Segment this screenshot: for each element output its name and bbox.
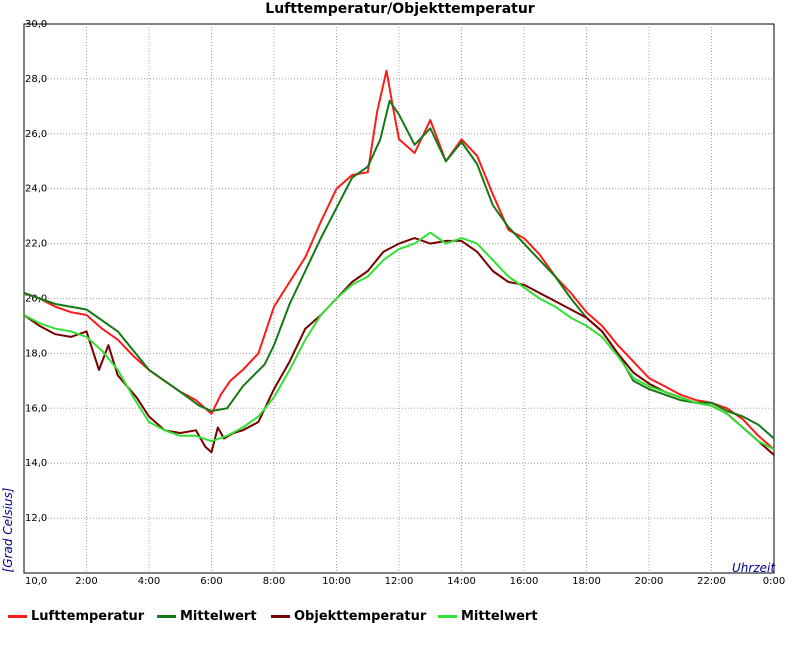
y-tick-label: 20,0 [25, 294, 47, 305]
legend-item-mittelwert-2: Mittelwert [438, 606, 538, 626]
x-tick-label: 10:00 [322, 576, 351, 587]
legend-swatch-lufttemperatur [8, 614, 27, 618]
x-tick-label: 20:00 [635, 576, 664, 587]
y-tick-label: 18,0 [25, 348, 47, 359]
grid [24, 24, 774, 573]
x-tick-label: 2:00 [75, 576, 97, 587]
y-tick-label: 26,0 [25, 129, 47, 140]
legend-label-mittelwert-1: Mittelwert [180, 608, 257, 624]
x-tick-label: 8:00 [263, 576, 285, 587]
y-tick-label: 12,0 [25, 513, 47, 524]
x-tick-label: 22:00 [697, 576, 726, 587]
x-tick-label: 0:00 [763, 576, 785, 587]
y-tick-label: 22,0 [25, 239, 47, 250]
x-tick-label: 16:00 [510, 576, 539, 587]
x-axis-label: Uhrzeit [732, 561, 776, 575]
x-tick-label: 6:00 [200, 576, 222, 587]
y-tick-label: 10,0 [25, 576, 47, 587]
x-tick-label: 18:00 [572, 576, 601, 587]
legend-swatch-mittelwert-1 [157, 614, 176, 618]
legend-item-lufttemperatur: Lufttemperatur [8, 606, 144, 626]
legend-label-mittelwert-2: Mittelwert [461, 608, 538, 624]
series-line-objekttemperatur-2 [23, 237, 775, 456]
y-tick-label: 28,0 [25, 74, 47, 85]
legend: Lufttemperatur Mittelwert Objekttemperat… [0, 606, 800, 630]
y-axis-label: [Grad Celsius] [1, 487, 15, 572]
legend-item-mittelwert-1: Mittelwert [157, 606, 257, 626]
y-tick-label: 14,0 [25, 458, 47, 469]
series-lines [23, 69, 775, 456]
line-chart: Lufttemperatur/Objekttemperatur 2:00 4:00… [1, 1, 785, 587]
legend-item-objekttemperatur: Objekttemperatur [271, 606, 426, 626]
legend-swatch-mittelwert-2 [438, 614, 457, 618]
legend-swatch-objekttemperatur [271, 614, 290, 618]
x-tick-label: 14:00 [447, 576, 476, 587]
x-tick-label: 4:00 [138, 576, 160, 587]
y-tick-label: 24,0 [25, 184, 47, 195]
legend-label-objekttemperatur: Objekttemperatur [294, 608, 427, 624]
legend-label-lufttemperatur: Lufttemperatur [31, 608, 145, 624]
series-line-mittelwert-3 [23, 231, 775, 451]
y-tick-label: 16,0 [25, 403, 47, 414]
y-tick-label: 30,0 [25, 19, 47, 30]
tick-labels: 2:00 4:00 6:00 8:00 10:00 12:00 14:00 16:00 18:0… [25, 19, 785, 587]
chart-title: Lufttemperatur/Objekttemperatur [265, 1, 535, 17]
series-line-mittelwert-1 [23, 99, 775, 440]
x-tick-label: 12:00 [385, 576, 414, 587]
